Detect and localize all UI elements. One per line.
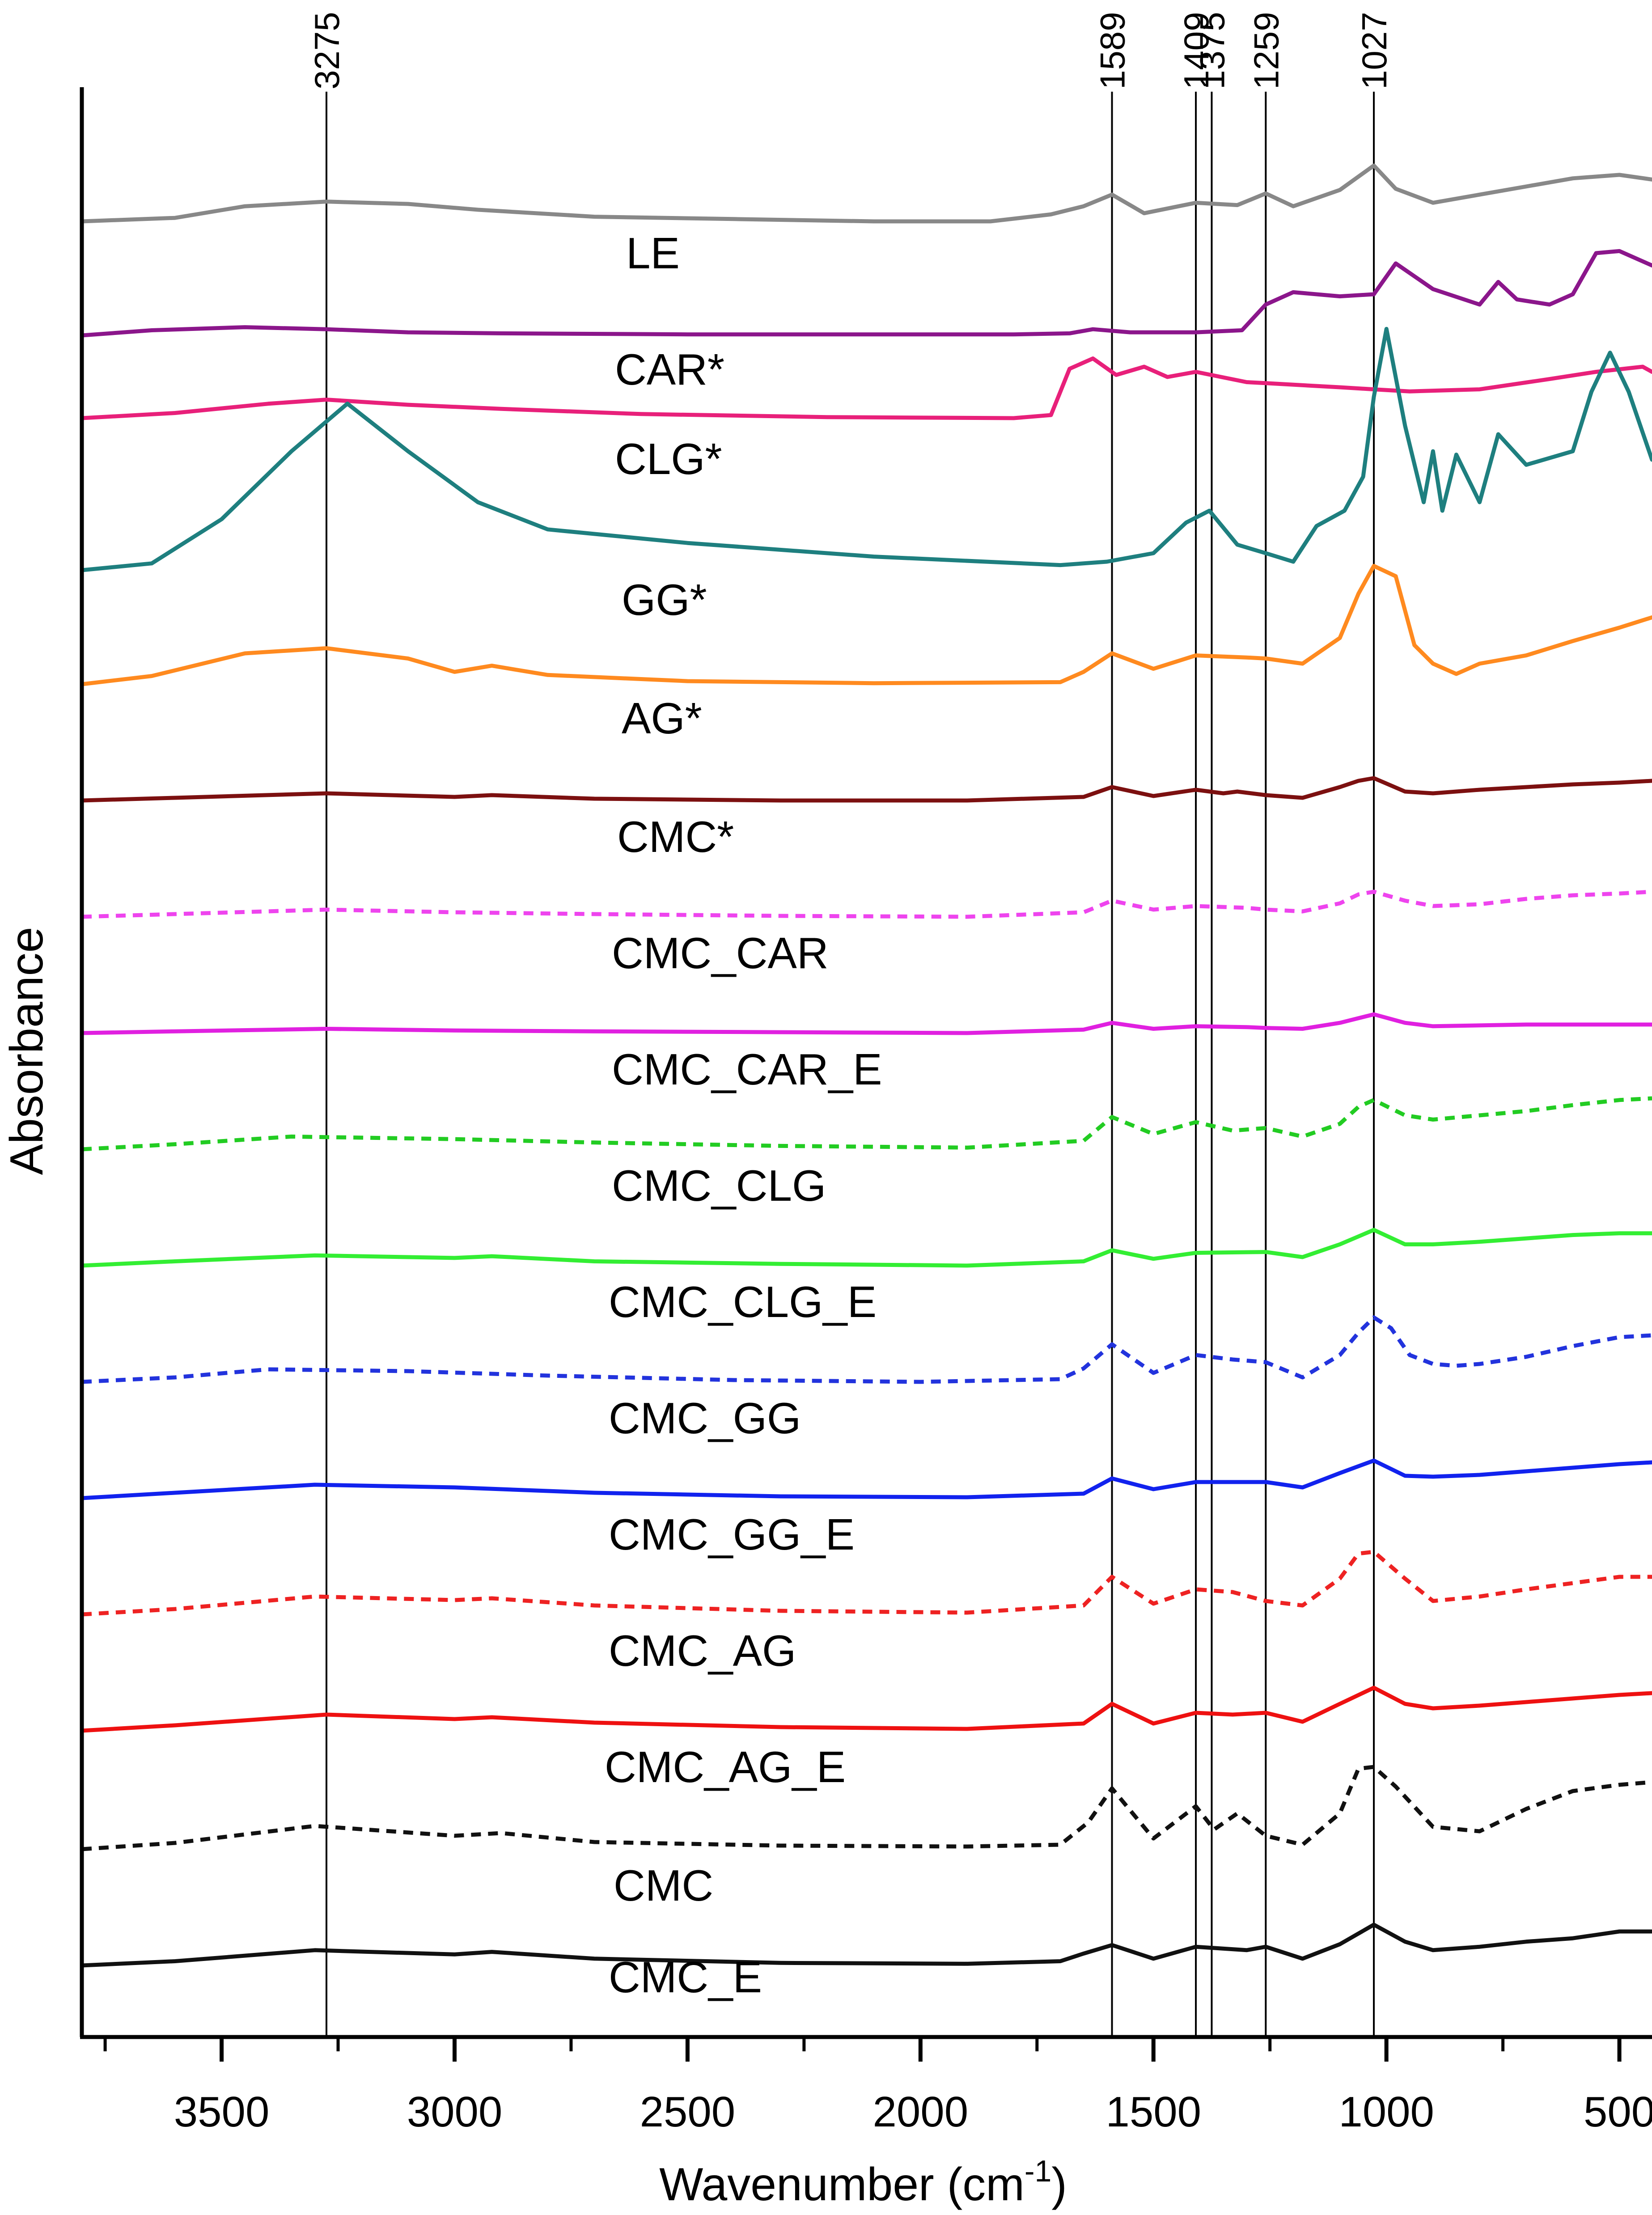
x-ticks: 3500 3000 2500 2000 1500 1000 500: [103, 2037, 1652, 2136]
series-line-cmc-e: [80, 1923, 1652, 1968]
series-label-gg-: GG*: [622, 575, 707, 624]
series-line-cmc-ag-e: [80, 1686, 1652, 1733]
series-label-ag-: AG*: [622, 694, 702, 743]
series-line-cmc-car-e: [80, 1012, 1652, 1035]
series-label-clg-: CLG*: [615, 434, 722, 483]
series-line-cmc-gg-e: [80, 1458, 1652, 1500]
reference-line-label-1027: 1027: [1355, 12, 1394, 89]
series-line-cmc: [81, 1765, 1652, 1851]
reference-line-label-1259: 1259: [1246, 12, 1286, 89]
x-tick-label-2000: 2000: [873, 2088, 969, 2136]
series-line-le: [80, 163, 1652, 224]
series-layer: [80, 163, 1652, 1968]
series-label-cmc-: CMC*: [617, 812, 734, 861]
x-tick-label-3000: 3000: [407, 2088, 503, 2136]
series-line-cmc-ag: [81, 1550, 1652, 1617]
x-tick-label-1500: 1500: [1106, 2088, 1201, 2136]
series-line-cmc-: [80, 776, 1652, 803]
series-line-ag-: [80, 564, 1652, 686]
series-label-cmc-e: CMC_E: [609, 1952, 762, 2002]
x-tick-label-2500: 2500: [640, 2088, 736, 2136]
series-label-cmc-gg-e: CMC_GG_E: [609, 1510, 855, 1559]
x-tick-label-3500: 3500: [174, 2088, 270, 2136]
series-label-cmc-clg-e: CMC_CLG_E: [609, 1277, 877, 1326]
series-label-cmc-car-e: CMC_CAR_E: [612, 1045, 882, 1094]
series-label-le: LE: [626, 229, 680, 278]
x-axis-label: Wavenumber (cm-1): [659, 2154, 1067, 2211]
series-line-cmc-clg: [81, 1096, 1652, 1152]
series-label-cmc-car: CMC_CAR: [612, 928, 829, 978]
series-label-cmc-gg: CMC_GG: [609, 1393, 801, 1443]
series-label-cmc-clg: CMC_CLG: [612, 1161, 826, 1210]
x-tick-label-500: 500: [1584, 2088, 1652, 2136]
reference-line-label-3275: 3275: [307, 12, 347, 89]
y-axis-label: Absorbance: [1, 927, 53, 1175]
reference-line-label-1375: 1375: [1192, 12, 1232, 89]
series-line-cmc-car: [81, 889, 1652, 919]
x-tick-label-1000: 1000: [1339, 2088, 1434, 2136]
reference-line-label-1409: 1409: [1177, 12, 1216, 89]
series-line-cmc-clg-e: [80, 1228, 1652, 1268]
series-line-clg-: [80, 356, 1652, 420]
series-line-gg-: [80, 326, 1652, 572]
series-label-car-: CAR*: [615, 345, 724, 394]
series-label-cmc: CMC: [614, 1861, 713, 1910]
axes: [80, 87, 1652, 2039]
series-label-cmc-ag: CMC_AG: [609, 1626, 796, 1675]
reference-line-label-1589: 1589: [1093, 12, 1132, 89]
series-line-cmc-gg: [81, 1315, 1652, 1384]
series-label-cmc-ag-e: CMC_AG_E: [605, 1742, 846, 1791]
series-labels: LE CAR* CLG* GG* AG* CMC* CMC_CAR CMC_CAR_E CMC_…: [605, 229, 882, 2002]
series-line-car-: [80, 249, 1652, 338]
